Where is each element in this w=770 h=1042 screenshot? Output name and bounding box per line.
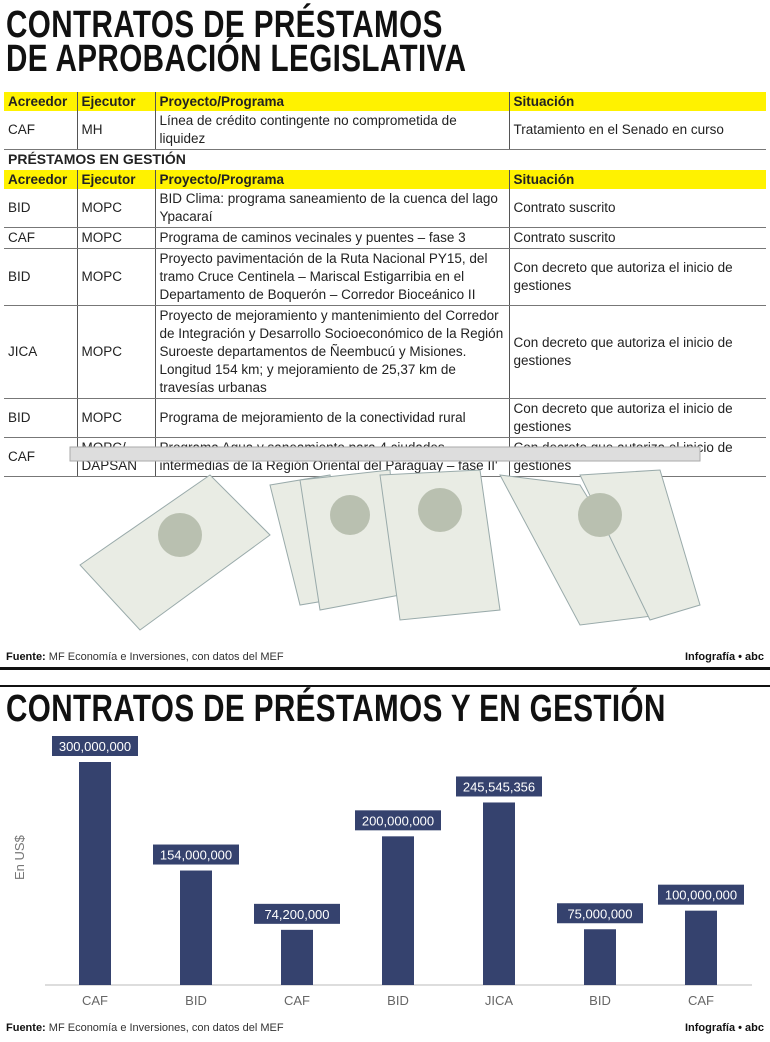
cell-proyecto: Proyecto de mejoramiento y mantenimiento… — [154, 305, 509, 399]
cell-situacion: Contrato suscrito — [508, 189, 766, 228]
data-label: 100,000,000 — [665, 888, 737, 903]
cell-ejecutor: MH — [76, 111, 155, 150]
data-label: 154,000,000 — [160, 848, 232, 863]
table-row: BID MOPC Programa de mejoramiento de la co… — [4, 398, 766, 438]
x-tick-label: BID — [387, 993, 409, 1008]
cell-acreedor: JICA — [4, 305, 77, 399]
data-label: 75,000,000 — [567, 906, 632, 921]
header-proyecto: Proyecto/Programa — [154, 170, 509, 189]
source-text: MF Economía e Inversiones, con datos del… — [48, 651, 284, 663]
cell-situacion: Tratamiento en el Senado en curso — [508, 111, 766, 150]
x-tick-label: CAF — [82, 993, 108, 1008]
main-title-line2: DE APROBACIÓN LEGISLATIVA — [6, 38, 467, 80]
cell-acreedor: BID — [4, 189, 77, 228]
money-illustration — [69, 446, 701, 631]
cell-ejecutor: MOPC — [76, 227, 155, 249]
data-label-box — [153, 844, 239, 865]
header-acreedor: Acreedor — [4, 92, 77, 111]
table-row: BID MOPC Proyecto pavimentación de la Ruta… — [4, 248, 766, 306]
table-row: CAF MOPC Programa de caminos vecinales y p… — [4, 227, 766, 249]
data-label-box — [52, 736, 138, 756]
cell-proyecto: Programa de caminos vecinales y puentes … — [154, 227, 509, 249]
cell-acreedor: BID — [4, 398, 77, 438]
data-label-box — [355, 810, 441, 831]
brand-credit-1: Infografía • abc — [684, 651, 764, 663]
data-label-box — [658, 884, 744, 905]
bar-chart: 300,000,000 CAF 154,000,000 BID 74,200,000 CA… — [45, 736, 752, 1008]
x-tick-label: JICA — [485, 993, 514, 1008]
data-label: 74,200,000 — [264, 907, 329, 922]
divider — [0, 667, 770, 670]
x-tick-label: BID — [589, 993, 611, 1008]
cell-situacion: Con decreto que autoriza el inicio de ge… — [508, 248, 766, 306]
divider — [0, 685, 770, 687]
gestion-table: Acreedor Ejecutor Proyecto/Programa Situ… — [4, 170, 766, 477]
approval-header-row: Acreedor Ejecutor Proyecto/Programa Situ… — [4, 92, 766, 111]
data-label: 200,000,000 — [362, 813, 434, 828]
cell-ejecutor: MOPC — [76, 189, 155, 228]
cell-situacion: Con decreto que autoriza el inicio de ge… — [508, 305, 766, 399]
cell-acreedor: CAF — [4, 437, 77, 477]
cell-ejecutor: MOPC — [76, 398, 155, 438]
data-label: 245,545,356 — [463, 779, 535, 794]
table-row: CAF MH Línea de crédito contingente no c… — [4, 111, 766, 150]
source-note-1: Fuente: MF Economía e Inversiones, con d… — [6, 651, 284, 663]
source-label: Fuente: — [6, 1022, 46, 1034]
cell-proyecto: Proyecto pavimentación de la Ruta Nacion… — [154, 248, 509, 306]
cell-acreedor: BID — [4, 248, 77, 306]
table-row: JICA MOPC Proyecto de mejoramiento y mante… — [4, 305, 766, 399]
cell-proyecto: Programa de mejoramiento de la conectivi… — [154, 398, 509, 438]
data-label: 300,000,000 — [59, 739, 131, 754]
bar — [180, 870, 212, 985]
cell-proyecto: BID Clima: programa saneamiento de la cu… — [154, 189, 509, 228]
bar — [281, 929, 313, 985]
bar — [382, 836, 414, 985]
data-label-box — [254, 903, 340, 924]
cell-situacion: Contrato suscrito — [508, 227, 766, 249]
cell-ejecutor: MOPC — [76, 305, 155, 399]
bar — [584, 929, 616, 985]
header-situacion: Situación — [508, 170, 766, 189]
x-tick-label: CAF — [284, 993, 310, 1008]
brand-credit-2: Infografía • abc — [684, 1022, 764, 1034]
approval-table: Acreedor Ejecutor Proyecto/Programa Situ… — [4, 92, 766, 150]
chart-title: CONTRATOS DE PRÉSTAMOS Y EN GESTIÓN — [6, 688, 666, 730]
cell-situacion: Con decreto que autoriza el inicio de ge… — [508, 398, 766, 438]
header-ejecutor: Ejecutor — [76, 170, 155, 189]
header-ejecutor: Ejecutor — [76, 92, 155, 111]
header-situacion: Situación — [508, 92, 766, 111]
bar — [685, 910, 717, 985]
table-row: BID MOPC BID Clima: programa saneamiento d… — [4, 189, 766, 228]
cell-acreedor: CAF — [4, 227, 77, 249]
data-label-box — [557, 903, 643, 924]
cell-proyecto: Línea de crédito contingente no comprome… — [154, 111, 509, 150]
cell-ejecutor: MOPC — [76, 248, 155, 306]
gestion-title: PRÉSTAMOS EN GESTIÓN — [8, 151, 186, 167]
source-label: Fuente: — [6, 651, 46, 663]
bar — [483, 802, 515, 985]
header-proyecto: Proyecto/Programa — [154, 92, 509, 111]
source-text: MF Economía e Inversiones, con datos del… — [48, 1022, 284, 1034]
x-tick-label: BID — [185, 993, 207, 1008]
bar — [79, 762, 111, 985]
header-acreedor: Acreedor — [4, 170, 77, 189]
cell-acreedor: CAF — [4, 111, 77, 150]
gestion-header-row: Acreedor Ejecutor Proyecto/Programa Situ… — [4, 170, 766, 189]
source-note-2: Fuente: MF Economía e Inversiones, con d… — [6, 1022, 284, 1034]
main-title-line1: CONTRATOS DE PRÉSTAMOS — [6, 4, 443, 46]
x-tick-label: CAF — [688, 993, 714, 1008]
data-label-box — [456, 776, 542, 797]
